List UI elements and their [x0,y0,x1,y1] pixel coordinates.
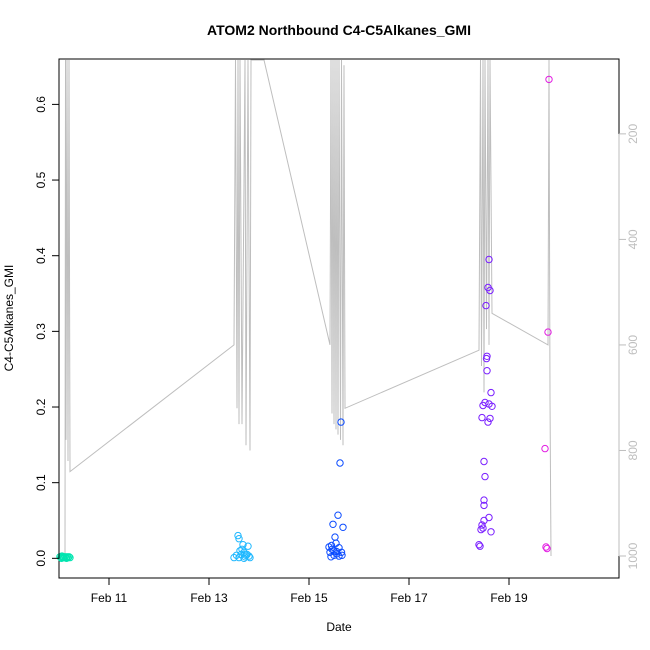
data-point-s3-p0 [475,541,483,549]
data-point-s2-p17 [335,552,343,560]
data-point-s2-p18 [327,541,336,550]
data-point-s3-p13 [483,367,491,375]
data-point-s1-p0 [230,553,238,562]
y-tick-label-4: 0.4 [34,247,48,264]
secondary-y-axis: 200 400 600 800 1000 [618,124,640,569]
data-point-s2-p6 [331,533,339,541]
data-point-s1-p16 [243,550,251,559]
data-point-s0-p13 [59,553,68,562]
data-point-s2-p15 [330,551,338,559]
data-point-s1-p2 [234,531,242,540]
y-tick-label-3: 0.3 [34,323,48,340]
data-point-s4-p4 [545,75,553,84]
data-point-s1-p4 [236,547,244,555]
x-tick-label-3: Feb 17 [390,591,428,605]
data-point-s1-p12 [245,552,253,560]
data-point-s4-p3 [544,328,552,336]
data-point-s3-p8 [481,472,489,481]
data-point-s3-p2 [477,525,485,534]
y-axis: 0.0 0.1 0.2 0.3 0.4 0.5 0.6 [34,96,60,567]
data-point-s1-p14 [235,553,243,562]
data-point-s3-p23 [485,513,493,522]
data-point-s4-p0 [541,444,549,453]
data-point-s1-p1 [232,551,241,559]
chart-title: ATOM2 Northbound C4-C5Alkanes_GMI [207,22,471,38]
secondary-tick-label-2: 600 [626,335,640,355]
data-point-s2-p19 [337,548,346,556]
data-point-s3-p16 [486,286,494,295]
data-point-s2-p9 [334,511,342,519]
x-axis: Feb 11 Feb 13 Feb 15 Feb 17 Feb 19 [91,577,528,605]
y-tick-label-0: 0.0 [34,550,48,567]
pressure-trace-line [64,59,552,557]
y-axis-label: C4-C5Alkanes_GMI [2,265,16,372]
pressure-trace-group [64,59,552,557]
data-point-s2-p13 [338,551,346,559]
y-tick-label-5: 0.5 [34,171,48,188]
data-point-s3-p15 [485,255,493,264]
secondary-tick-label-3: 800 [626,440,640,460]
data-point-s3-p7 [481,398,489,407]
data-point-s4-p2 [543,544,551,553]
secondary-tick-label-1: 400 [626,229,640,249]
y-tick-label-2: 0.2 [34,398,48,415]
data-point-s3-p12 [483,352,491,360]
data-point-s1-p11 [244,542,252,550]
x-tick-label-2: Feb 15 [290,591,328,605]
data-point-s2-p12 [337,418,345,426]
x-axis-label: Date [326,620,352,634]
data-point-s3-p6 [480,496,488,504]
data-point-s2-p4 [329,520,337,528]
data-point-s0-p12 [62,554,71,562]
data-point-s3-p21 [486,414,494,423]
data-point-s3-p25 [478,521,486,529]
data-point-s1-p7 [239,541,247,549]
data-point-s2-p14 [339,523,347,531]
data-point-s1-p3 [235,535,243,543]
data-point-s3-p9 [480,457,488,466]
secondary-tick-label-4: 1000 [626,542,640,569]
data-point-s3-p10 [482,301,490,310]
data-point-s3-p3 [478,413,486,422]
data-point-s3-p20 [488,402,496,410]
data-point-s3-p18 [484,418,492,426]
y-tick-label-1: 0.1 [34,474,48,491]
data-point-s3-p1 [476,542,484,550]
secondary-tick-label-0: 200 [626,124,640,144]
y-tick-label-6: 0.6 [34,96,48,113]
x-tick-label-0: Feb 11 [91,591,128,605]
data-point-s3-p24 [487,528,495,536]
data-point-s4-p1 [542,543,550,551]
x-tick-label-4: Feb 19 [490,591,528,605]
data-point-s2-p11 [336,459,344,467]
data-point-s3-p17 [487,388,495,397]
data-point-s3-p26 [479,524,487,532]
data-points-group [56,75,553,562]
x-tick-label-1: Feb 13 [190,591,228,605]
data-point-s3-p5 [480,501,488,510]
